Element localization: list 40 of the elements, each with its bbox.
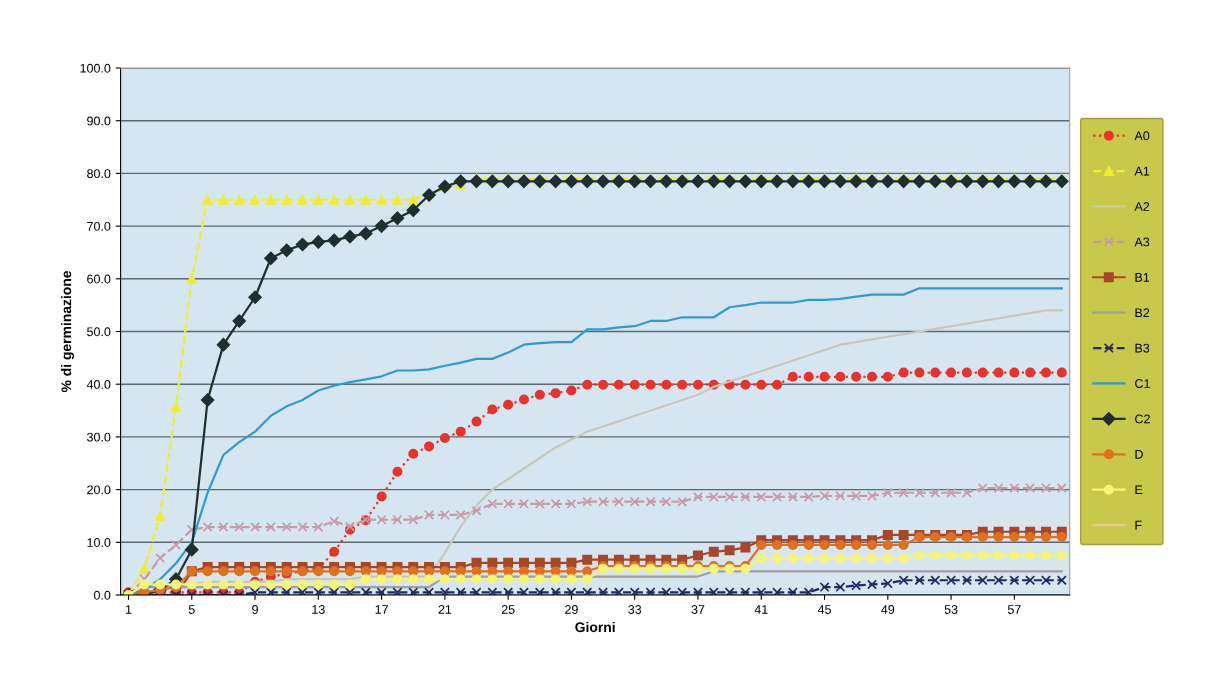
y-axis-title: % di germinazione	[61, 271, 75, 393]
legend-label: A1	[1134, 166, 1150, 176]
x-tick-label: 49	[881, 605, 895, 614]
x-tick-label: 9	[252, 605, 258, 614]
y-tick-label: 90.0	[87, 116, 111, 126]
x-tick-label: 53	[944, 605, 958, 614]
legend-label: B1	[1135, 273, 1150, 282]
y-tick-label: 30.0	[87, 432, 111, 442]
y-tick-label: 20.0	[87, 485, 111, 495]
x-tick-label: 21	[438, 605, 452, 614]
x-axis-title: Giorni	[575, 621, 615, 633]
y-tick-label: 10.0	[87, 538, 111, 547]
x-tick-label: 45	[817, 605, 831, 614]
legend-label: C2	[1135, 414, 1150, 424]
y-tick-label: 80.0	[87, 169, 111, 179]
legend-label: A3	[1134, 237, 1150, 247]
legend-label: D	[1135, 450, 1143, 459]
y-tick-label: 40.0	[86, 380, 111, 389]
y-tick-label: 50.0	[87, 327, 111, 337]
x-tick-label: 17	[375, 605, 388, 614]
x-tick-label: 57	[1007, 605, 1021, 614]
x-tick-label: 25	[501, 605, 515, 614]
legend-label: F	[1135, 520, 1142, 530]
legend-label: C1	[1135, 379, 1150, 388]
y-tick-label: 100.0	[80, 63, 111, 73]
x-tick-label: 5	[188, 605, 195, 614]
y-tick-label: 60.0	[87, 274, 111, 284]
legend-label: A0	[1134, 131, 1150, 141]
y-tick-label: 0.0	[93, 590, 111, 600]
x-tick-label: 29	[565, 605, 578, 614]
x-tick-label: 13	[312, 605, 325, 614]
legend-label: A2	[1134, 202, 1150, 211]
legend-label: E	[1135, 485, 1143, 495]
legend-label: B2	[1135, 308, 1150, 318]
x-tick-label: 41	[754, 605, 768, 614]
x-tick-label: 1	[125, 605, 132, 614]
x-tick-label: 33	[628, 605, 642, 614]
legend-label: B3	[1135, 343, 1150, 353]
y-tick-label: 70.0	[87, 221, 111, 231]
x-tick-label: 37	[691, 605, 705, 614]
